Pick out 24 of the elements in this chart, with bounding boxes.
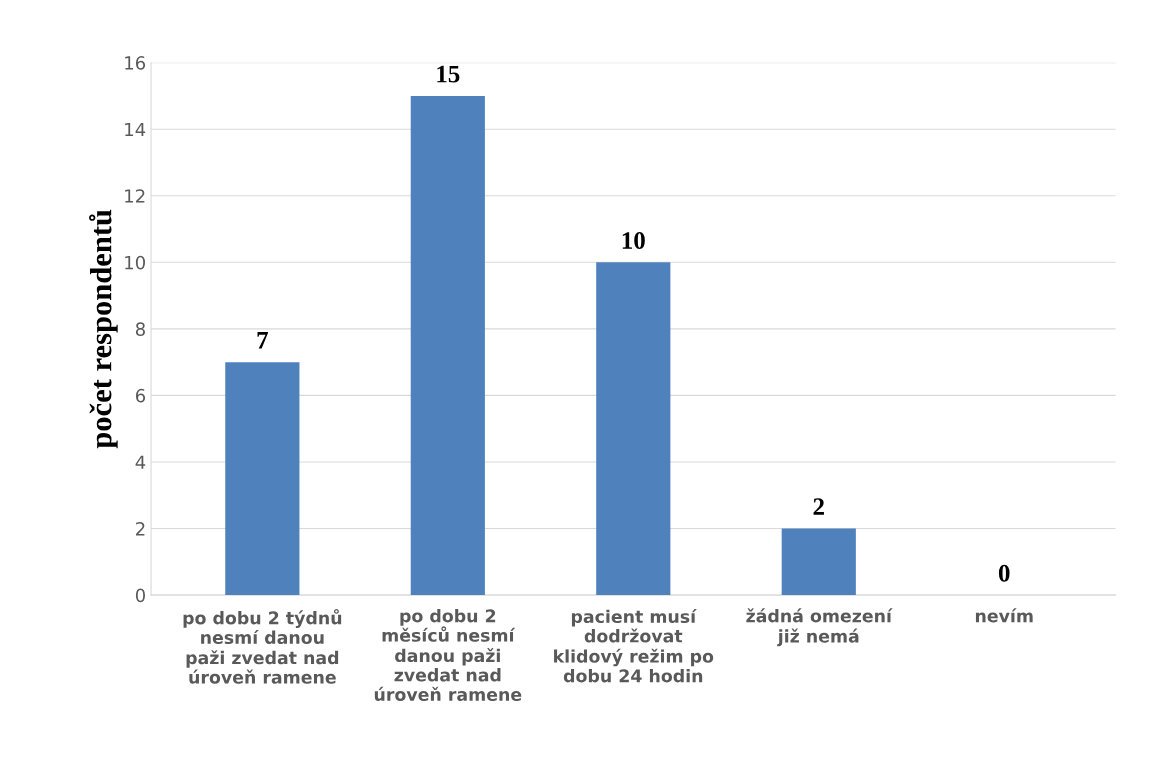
- x-tick-label: po dobu 2 měsíců nesmí danou paži zvedat nad úroveň ramene: [374, 608, 522, 701]
- y-tick-label: 2: [136, 521, 145, 536]
- data-label: 7: [257, 332, 268, 349]
- x-tick-label: žádná omezení již nemá: [746, 608, 893, 647]
- bar: [410, 95, 485, 596]
- data-label: 15: [437, 65, 460, 83]
- x-tick-label: pacient musí dodržovat klidový režim po dobu 24 hodin: [554, 608, 714, 683]
- x-tick-label: nevím: [975, 608, 1033, 623]
- y-tick-label: 14: [125, 122, 146, 137]
- y-tick-label: 16: [125, 56, 146, 70]
- y-tick-label: 10: [125, 255, 145, 270]
- y-tick-label: 12: [125, 189, 145, 203]
- data-label: 0: [998, 564, 1010, 582]
- bar: [781, 528, 856, 596]
- y-tick-label: 6: [135, 388, 146, 403]
- bar: [225, 362, 300, 596]
- x-tick-label: po dobu 2 týdnů nesmí danou paži zvedat nad úroveň ramene: [183, 608, 342, 684]
- y-tick-label: 4: [135, 455, 146, 469]
- y-tick-label: 0: [135, 588, 145, 603]
- bar: [596, 262, 671, 596]
- y-tick-label: 8: [135, 322, 145, 336]
- y-axis-title: počet respondentů: [89, 209, 118, 449]
- data-label: 2: [813, 498, 824, 515]
- data-label: 10: [622, 232, 645, 249]
